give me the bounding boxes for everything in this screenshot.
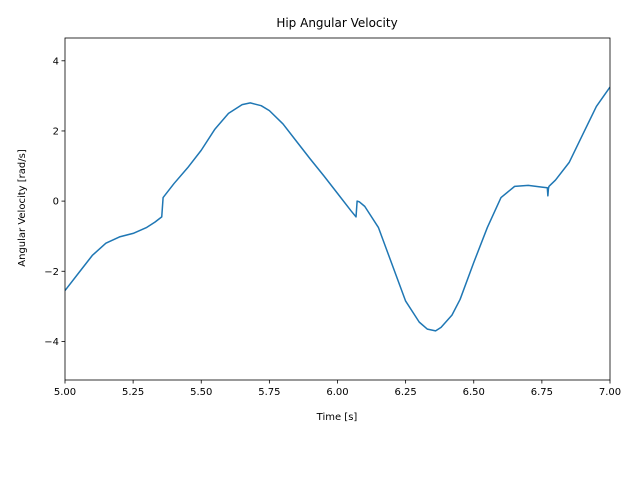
y-axis: −4 −2 0 2 4 <box>44 56 65 348</box>
plot-frame <box>64 37 611 381</box>
y-tick-label: 2 <box>53 126 59 137</box>
x-tick-label: 5.50 <box>190 387 212 398</box>
x-tick-label: 5.00 <box>54 387 76 398</box>
y-axis-label: Angular Velocity [rad/s] <box>17 149 28 267</box>
y-tick-label: −2 <box>44 267 59 278</box>
y-tick-label: 0 <box>53 197 59 208</box>
x-tick-label: 6.25 <box>394 387 416 398</box>
series-line-0 <box>65 86 610 332</box>
x-tick-label: 6.00 <box>326 387 348 398</box>
x-tick-label: 7.00 <box>599 387 621 398</box>
x-axis: 5.00 5.25 5.50 5.75 6.00 6.25 6.50 6.75 7.00 <box>54 380 621 398</box>
plot-area <box>65 86 610 332</box>
x-tick-label: 5.75 <box>258 387 280 398</box>
x-tick-label: 5.25 <box>122 387 144 398</box>
y-tick-label: −4 <box>44 337 59 348</box>
x-tick-label: 6.75 <box>531 387 553 398</box>
chart-title: Hip Angular Velocity <box>276 16 397 30</box>
x-tick-label: 6.50 <box>463 387 485 398</box>
y-tick-label: 4 <box>53 56 59 67</box>
x-axis-label: Time [s] <box>316 412 358 423</box>
